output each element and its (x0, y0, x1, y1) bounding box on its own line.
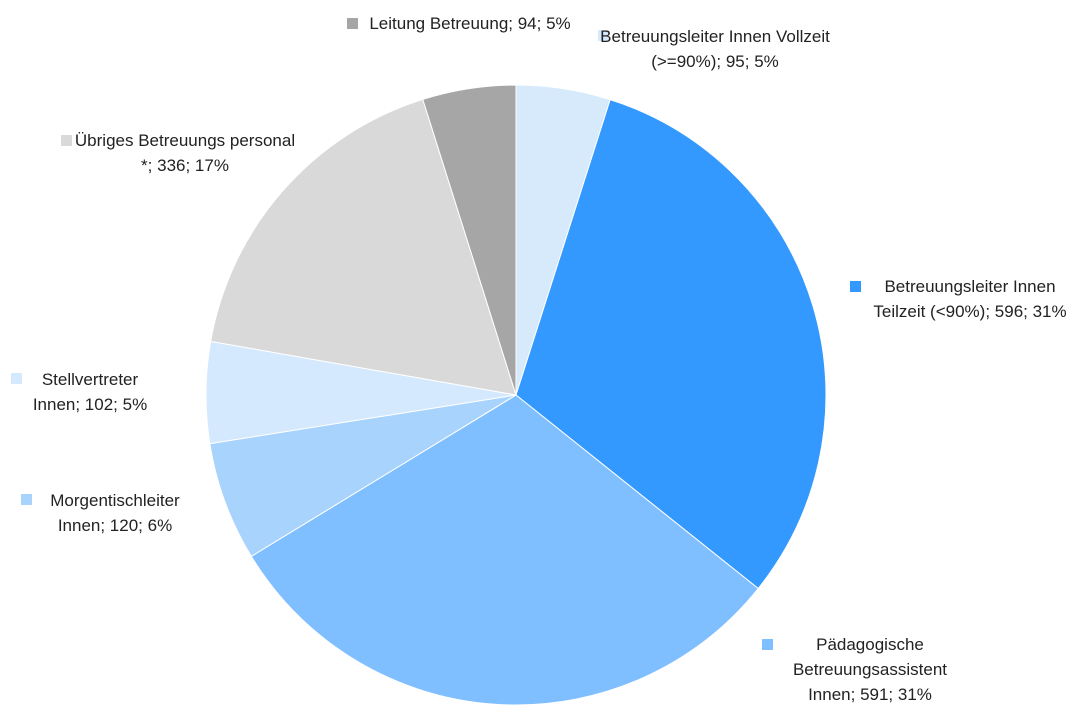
data-label: Betreuungsleiter Innen Vollzeit (>=90%);… (600, 27, 830, 71)
data-label: Pädagogische Betreuungsassistent Innen; … (792, 635, 948, 704)
pie-slice (422, 84, 517, 396)
legend-marker (347, 18, 358, 29)
data-label: Übriges Betreuungs personal *; 336; 17% (74, 131, 296, 175)
pie-slice (209, 394, 517, 558)
data-label: Leitung Betreuung; 94; 5% (369, 14, 571, 33)
pie-slice (515, 99, 827, 590)
pie-slice (250, 394, 759, 706)
legend-marker (61, 135, 72, 146)
pie-slice (210, 98, 517, 396)
legend-marker (598, 30, 609, 41)
data-label: Morgentischleiter Innen; 120; 6% (50, 491, 180, 535)
legend-marker (21, 494, 32, 505)
legend-marker (850, 281, 861, 292)
data-label: Stellvertreter Innen; 102; 5% (32, 370, 148, 414)
data-label: Betreuungsleiter Innen Teilzeit (<90%); … (873, 277, 1067, 321)
legend-marker (762, 639, 773, 650)
legend-marker (11, 373, 22, 384)
